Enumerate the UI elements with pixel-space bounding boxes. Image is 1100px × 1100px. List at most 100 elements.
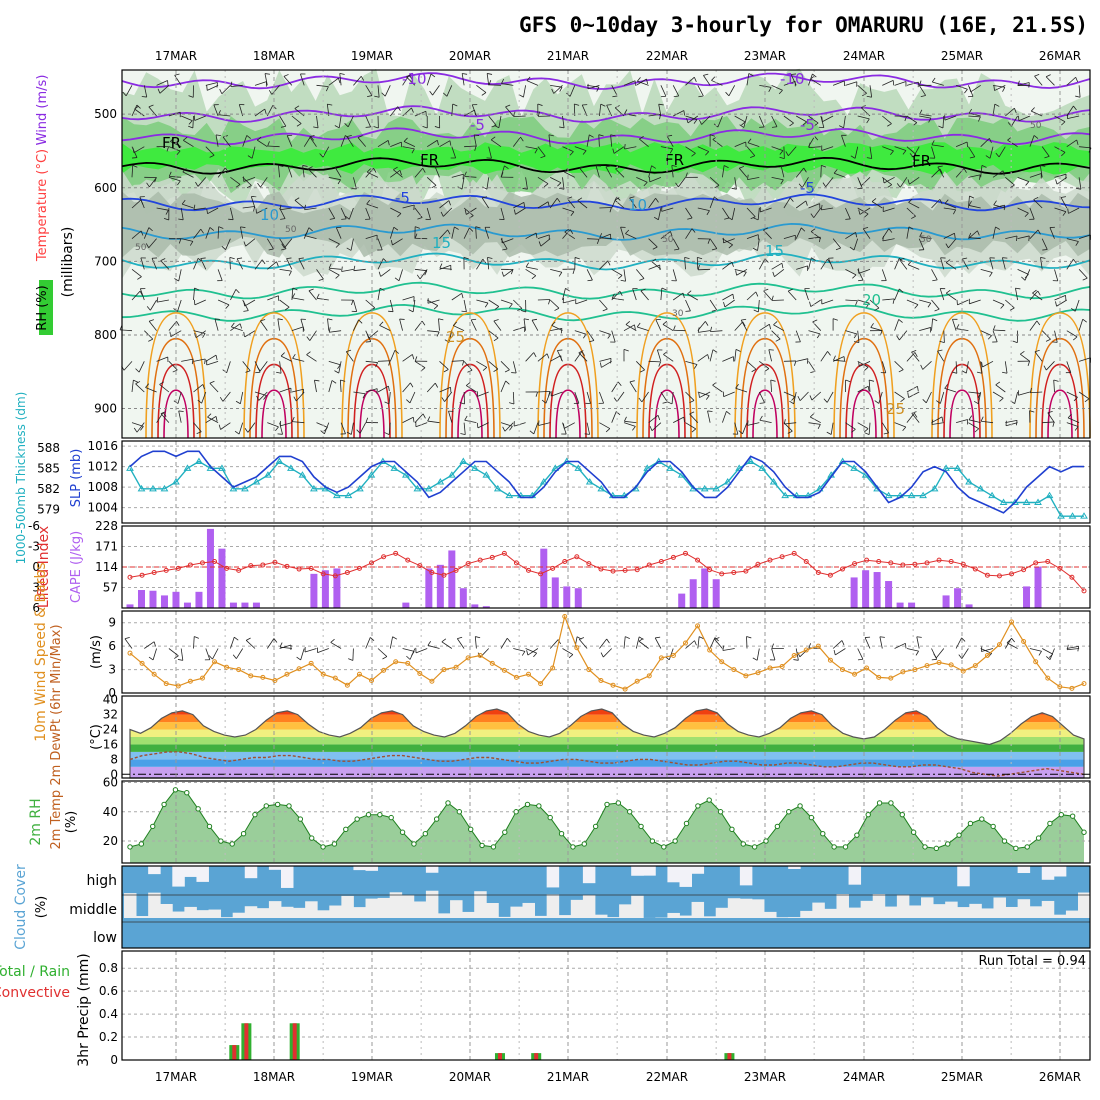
wind-barb bbox=[711, 248, 717, 251]
wind-barb bbox=[1027, 361, 1030, 367]
wind-barb bbox=[294, 105, 300, 109]
wind-barb bbox=[414, 356, 418, 362]
wind-barb bbox=[196, 431, 202, 434]
rh-tick-label: 60 bbox=[103, 775, 118, 789]
ylabel-temp2m: 2m Temp 2m DewPt (6hr Min/Max) bbox=[49, 624, 64, 849]
wind-barb bbox=[240, 226, 246, 228]
wind-barb bbox=[724, 299, 735, 308]
wind-barb bbox=[452, 103, 458, 107]
wind-barb bbox=[292, 297, 305, 301]
rh-point bbox=[876, 800, 883, 806]
wind-barb bbox=[307, 168, 317, 178]
wind-barb bbox=[1004, 361, 1008, 374]
wind-point bbox=[151, 671, 157, 677]
wind-barb bbox=[513, 648, 526, 652]
run-total-annotation: Run Total = 0.94 bbox=[978, 954, 1086, 969]
wind-barb bbox=[845, 207, 851, 220]
wind-barb bbox=[222, 391, 231, 402]
wind-barb bbox=[939, 168, 943, 174]
rh-band bbox=[122, 191, 1090, 258]
wind-barb bbox=[243, 241, 247, 247]
wind-barb bbox=[624, 416, 627, 422]
isotherm-warm bbox=[163, 389, 189, 439]
wind-barb bbox=[200, 257, 206, 259]
wind-barb bbox=[414, 413, 424, 423]
wind-barb bbox=[835, 247, 841, 251]
rh-point bbox=[411, 841, 417, 847]
wind-barb bbox=[920, 364, 924, 370]
rh-point bbox=[592, 823, 599, 830]
wind-barb bbox=[992, 170, 1004, 178]
wind-barb bbox=[294, 200, 305, 209]
wind-barb bbox=[1032, 289, 1037, 294]
lifted-point bbox=[852, 561, 858, 567]
wind-barb bbox=[845, 330, 858, 335]
wind-barb bbox=[780, 179, 784, 185]
wind-barb bbox=[451, 226, 455, 239]
wind-barb bbox=[896, 183, 901, 188]
thickness-point bbox=[1045, 491, 1054, 499]
wind-barb bbox=[1047, 412, 1055, 423]
rh-tick-label: 40 bbox=[103, 805, 118, 819]
wind-barb bbox=[771, 126, 778, 128]
rh-point bbox=[661, 844, 667, 850]
cloud-middle-cell bbox=[993, 897, 1006, 918]
wind-barb bbox=[763, 288, 769, 292]
thickness-point bbox=[287, 464, 295, 471]
wind-barb bbox=[193, 207, 206, 211]
lifted-point bbox=[393, 550, 399, 556]
wind-barb bbox=[339, 379, 342, 393]
wind-barb bbox=[328, 380, 333, 393]
wind-barb bbox=[854, 146, 859, 159]
wind-barb bbox=[430, 73, 436, 78]
cloud-middle-cell bbox=[582, 895, 596, 918]
wind-barb bbox=[1017, 235, 1030, 240]
wind-barb bbox=[928, 117, 932, 123]
lifted-tick-label: 3 bbox=[32, 581, 40, 595]
wind-barb bbox=[296, 656, 301, 661]
wind-barb bbox=[667, 401, 673, 405]
wind-barb bbox=[531, 318, 538, 321]
wind-barb bbox=[779, 156, 785, 160]
wind-barb bbox=[741, 121, 746, 126]
wind-barb bbox=[500, 299, 513, 305]
wind-barb bbox=[734, 321, 744, 331]
wind-barb bbox=[243, 310, 249, 312]
wind-barb bbox=[1041, 238, 1048, 250]
thickness-point bbox=[907, 491, 916, 499]
rh-point bbox=[354, 816, 360, 822]
wind-barb bbox=[699, 119, 703, 125]
wind-barb bbox=[306, 354, 317, 362]
wind-barb bbox=[177, 180, 181, 186]
thickness-point bbox=[1022, 498, 1031, 505]
wind-barb bbox=[714, 639, 723, 649]
wind-barb bbox=[808, 142, 811, 148]
wind-barb bbox=[490, 139, 502, 147]
wind-barb bbox=[549, 299, 560, 309]
wind-barb bbox=[917, 386, 919, 392]
wind-barb bbox=[1067, 648, 1080, 651]
wind-barb bbox=[433, 305, 439, 310]
wind-barb bbox=[932, 279, 938, 282]
cloud-middle-cell bbox=[437, 913, 451, 918]
wind-barb bbox=[212, 648, 219, 660]
wind-barb bbox=[864, 213, 869, 218]
wind-barb bbox=[448, 411, 453, 423]
cape-bar bbox=[183, 602, 191, 608]
wind-barb bbox=[937, 165, 943, 168]
thickness-point bbox=[781, 491, 790, 499]
date-label-top: 24MAR bbox=[843, 49, 885, 63]
wind-barb bbox=[178, 238, 182, 244]
lifted-point bbox=[320, 571, 326, 577]
wind-barb bbox=[244, 330, 256, 338]
wind-barb bbox=[279, 299, 290, 308]
date-axis-top: 17MAR 18MAR 19MAR 20MAR 21MAR 22MAR 23MAR 24MAR… bbox=[155, 49, 1081, 63]
wind-barb bbox=[808, 203, 820, 209]
wind-barb bbox=[306, 336, 311, 341]
wind-barb bbox=[422, 126, 428, 129]
wind-barb bbox=[808, 236, 821, 240]
cape-bar bbox=[850, 577, 858, 608]
wind-barb bbox=[193, 358, 206, 362]
wind-barb bbox=[1005, 299, 1015, 309]
wind-barb bbox=[263, 395, 267, 400]
